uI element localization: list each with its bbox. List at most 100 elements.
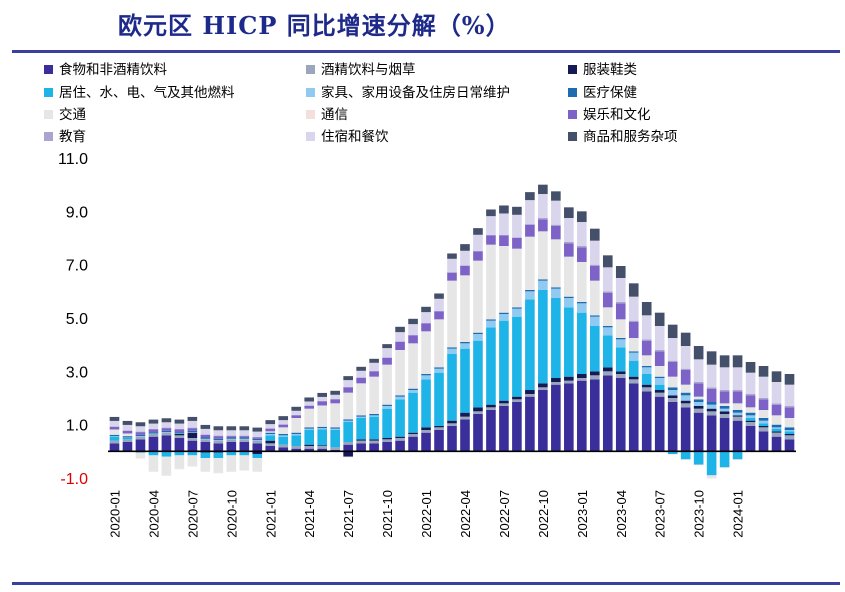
bar-segment: [408, 388, 418, 390]
bar-segment: [213, 440, 224, 444]
bar-segment: [382, 438, 392, 440]
bar-segment: [265, 424, 276, 429]
bar-segment: [304, 406, 315, 409]
top-rule: [12, 50, 840, 53]
bar-segment: [122, 438, 133, 440]
bar-segment: [278, 416, 289, 421]
bar-segment: [486, 320, 496, 328]
bar-segment: [434, 368, 444, 373]
bar-segment: [382, 406, 392, 409]
bar-segment: [395, 350, 405, 396]
bar-segment: [680, 459, 691, 460]
bar-segment: [408, 436, 418, 452]
bar-segment: [200, 438, 211, 440]
bar-segment: [486, 404, 496, 408]
bar-segment: [758, 376, 769, 398]
bar-segment: [771, 404, 782, 416]
bar-segment: [473, 228, 483, 235]
bar-segment: [784, 430, 795, 432]
page-title: 欧元区 HICP 同比增速分解（%）: [118, 11, 511, 40]
bar-segment: [382, 348, 392, 358]
bar-segment: [369, 376, 379, 414]
bar-segment: [408, 324, 418, 335]
bar-segment: [421, 430, 431, 433]
bar-segment: [589, 228, 600, 241]
bar-segment: [148, 455, 159, 472]
bar-segment: [551, 378, 561, 382]
bar-segment: [719, 408, 730, 412]
bar-segment: [356, 370, 366, 378]
bar-segment: [148, 436, 159, 452]
bar-segment: [330, 447, 340, 450]
bar-segment: [499, 312, 509, 314]
bar-segment: [187, 455, 198, 466]
bar-segment: [213, 436, 224, 439]
bar-segment: [187, 440, 198, 452]
y-tick-label: 3.0: [66, 364, 88, 381]
bar-segment: [564, 296, 574, 298]
bar-segment: [252, 471, 263, 472]
bar-segment: [343, 442, 353, 445]
bar-segment: [278, 427, 289, 434]
bar-segment: [122, 433, 133, 437]
bar-segment: [641, 367, 652, 374]
bar-segment: [693, 383, 704, 397]
bar-segment: [252, 443, 263, 452]
bar-segment: [330, 403, 340, 428]
bar-segment: [628, 351, 639, 353]
bar-segment: [525, 299, 535, 390]
bar-segment: [161, 432, 172, 436]
bar-segment: [525, 192, 535, 201]
bar-segment: [706, 351, 717, 365]
bar-segment: [447, 258, 457, 273]
bar-segment: [460, 275, 470, 342]
bar-segment: [187, 428, 198, 431]
bar-segment: [421, 323, 431, 332]
bar-segment: [473, 251, 483, 261]
bar-segment: [135, 439, 146, 452]
bottom-rule: [12, 582, 840, 585]
bar-segment: [719, 367, 730, 390]
bar-segment: [667, 376, 678, 388]
bar-segment: [784, 374, 795, 385]
bar-segment: [200, 452, 211, 458]
bar-segment: [317, 448, 327, 452]
bar-segment: [356, 416, 366, 418]
bar-segment: [135, 426, 146, 432]
bar-segment: [408, 335, 418, 344]
bar-segment: [654, 326, 665, 350]
bar-segment: [408, 343, 418, 389]
bar-segment: [369, 439, 379, 441]
bar-segment: [200, 439, 211, 442]
bar-segment: [356, 443, 366, 452]
bar-segment: [602, 335, 613, 368]
bar-segment: [564, 243, 574, 257]
bar-segment: [356, 418, 366, 440]
bar-segment: [615, 302, 626, 304]
bar-segment: [745, 412, 756, 416]
x-tick-label: 2022-01: [419, 490, 434, 538]
y-tick-label: 5.0: [66, 311, 88, 328]
bar-segment: [187, 432, 198, 433]
bar-segment: [551, 288, 561, 298]
bar-segment: [602, 307, 613, 326]
bar-segment: [551, 191, 561, 201]
bar-segment: [693, 464, 704, 466]
bar-segment: [486, 327, 496, 405]
bar-segment: [719, 411, 730, 414]
bar-segment: [654, 390, 665, 393]
bar-segment: [654, 350, 665, 352]
bar-segment: [330, 399, 340, 404]
bar-segment: [538, 184, 548, 194]
bar-segment: [408, 434, 418, 437]
bar-segment: [577, 302, 587, 304]
bar-segment: [525, 200, 535, 225]
bar-segment: [122, 439, 133, 442]
bar-segment: [278, 435, 289, 437]
bar-segment: [304, 446, 315, 449]
x-tick-label: 2022-07: [497, 490, 512, 538]
bar-segment: [602, 291, 613, 293]
bar-segment: [304, 430, 315, 445]
bar-segment: [395, 326, 405, 333]
